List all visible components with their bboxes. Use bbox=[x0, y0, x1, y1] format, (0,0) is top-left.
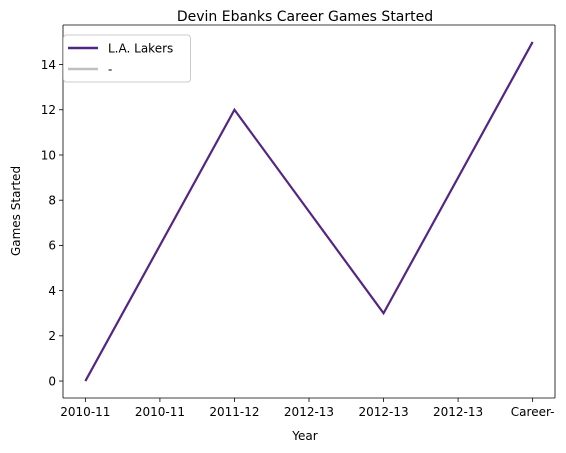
y-tick-label: 2 bbox=[48, 329, 56, 343]
chart-title: Devin Ebanks Career Games Started bbox=[177, 9, 433, 25]
y-tick-label: 8 bbox=[48, 193, 56, 207]
y-tick-label: 10 bbox=[41, 148, 56, 162]
x-tick-label: 2012-13 bbox=[433, 405, 483, 419]
y-tick-label: 0 bbox=[48, 374, 56, 388]
x-axis-label: Year bbox=[291, 429, 317, 443]
plot-frame bbox=[62, 24, 556, 399]
y-tick-label: 14 bbox=[41, 58, 56, 72]
x-tick-label: 2011-12 bbox=[209, 405, 259, 419]
x-tick-label: 2012-13 bbox=[358, 405, 408, 419]
y-axis-label: Games Started bbox=[9, 166, 23, 256]
y-tick-label: 12 bbox=[41, 103, 56, 117]
legend-label-lakers: L.A. Lakers bbox=[108, 42, 173, 56]
y-axis: 0 2 4 6 8 10 12 14 bbox=[41, 58, 63, 388]
x-tick-label: 2010-11 bbox=[60, 405, 110, 419]
series-line-lakers bbox=[84, 41, 534, 382]
y-tick-label: 6 bbox=[48, 239, 56, 253]
legend: L.A. Lakers - bbox=[63, 34, 191, 83]
legend-label-dash: - bbox=[108, 63, 112, 77]
y-tick-label: 4 bbox=[48, 284, 56, 298]
x-axis: 2010-11 2010-11 2011-12 2012-13 2012-13 2012-… bbox=[60, 398, 554, 419]
x-tick-label: 2010-11 bbox=[135, 405, 185, 419]
series-layer bbox=[84, 41, 534, 382]
x-tick-label: Career- bbox=[511, 405, 555, 419]
x-tick-label: 2012-13 bbox=[284, 405, 334, 419]
